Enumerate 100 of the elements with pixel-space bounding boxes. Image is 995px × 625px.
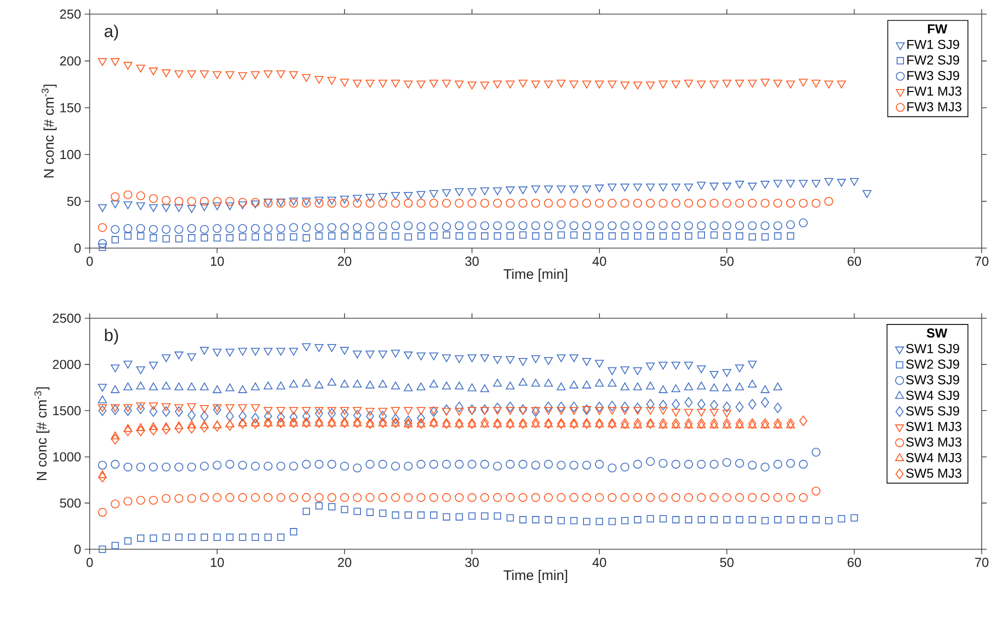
point [98, 223, 107, 232]
point [416, 412, 426, 424]
point [569, 80, 578, 88]
legend-label: SW5 SJ9 [906, 406, 960, 416]
point [658, 458, 668, 468]
point [722, 493, 732, 502]
point [315, 232, 323, 240]
point [264, 233, 272, 241]
point [646, 232, 654, 240]
point [162, 534, 170, 541]
point [110, 404, 120, 412]
point [162, 403, 171, 412]
point [722, 198, 732, 208]
point [416, 493, 426, 502]
point [98, 405, 106, 416]
point [710, 370, 719, 379]
legend-title: FW [928, 24, 948, 34]
point [786, 220, 795, 230]
point [276, 224, 286, 233]
point [456, 232, 463, 240]
point [379, 232, 386, 240]
point [710, 400, 718, 410]
point [174, 494, 184, 503]
point [429, 198, 438, 208]
point [659, 232, 667, 240]
point [442, 80, 451, 88]
point [378, 222, 388, 232]
point [850, 514, 858, 522]
point [110, 192, 120, 202]
point [621, 516, 629, 524]
point [188, 534, 196, 541]
point [276, 348, 286, 356]
point [148, 462, 158, 472]
point [327, 76, 336, 85]
point [722, 80, 732, 88]
point [735, 458, 744, 468]
point [354, 232, 361, 240]
point [454, 198, 464, 208]
point [531, 419, 540, 428]
point [786, 516, 794, 524]
point [455, 402, 464, 412]
point [658, 362, 668, 370]
point [506, 232, 514, 240]
point [200, 410, 208, 422]
point [226, 234, 234, 242]
point [264, 462, 273, 471]
point [289, 380, 298, 388]
point [238, 418, 248, 426]
point [518, 221, 528, 230]
point [136, 224, 146, 233]
point [314, 493, 324, 502]
annotation: b) [105, 328, 118, 345]
point [352, 80, 362, 88]
point [518, 406, 528, 415]
point [174, 404, 184, 412]
point [340, 462, 349, 471]
point [250, 198, 260, 207]
point [735, 80, 744, 88]
point [416, 222, 426, 232]
point [252, 534, 259, 541]
point [671, 384, 680, 392]
point [264, 410, 272, 422]
point [442, 460, 451, 469]
x-tick-label: 10 [210, 256, 224, 266]
point [531, 460, 540, 470]
point [736, 418, 744, 429]
point [429, 460, 438, 469]
point [314, 344, 324, 352]
point [696, 198, 706, 208]
x-tick-label: 10 [210, 558, 224, 567]
point [416, 198, 426, 208]
point [569, 198, 578, 208]
point [531, 80, 540, 88]
point [454, 408, 464, 416]
point [392, 511, 400, 519]
point [773, 493, 782, 502]
point [136, 402, 146, 410]
point [684, 382, 694, 390]
point [328, 503, 336, 510]
point [162, 494, 171, 503]
point [684, 232, 692, 240]
point [226, 410, 234, 422]
point [620, 420, 630, 428]
point [696, 460, 706, 469]
point [238, 385, 248, 394]
point [748, 221, 757, 230]
point [327, 223, 336, 232]
point [594, 360, 604, 368]
point [684, 460, 694, 469]
point [454, 221, 464, 230]
point [150, 534, 158, 542]
point [698, 231, 705, 239]
point [506, 402, 514, 412]
point [174, 196, 184, 206]
y-tick-label: 1000 [53, 452, 81, 462]
point [123, 382, 132, 390]
point [710, 231, 718, 239]
point [442, 404, 451, 415]
point [430, 232, 438, 240]
x-axis-title: Time [min] [504, 268, 568, 282]
